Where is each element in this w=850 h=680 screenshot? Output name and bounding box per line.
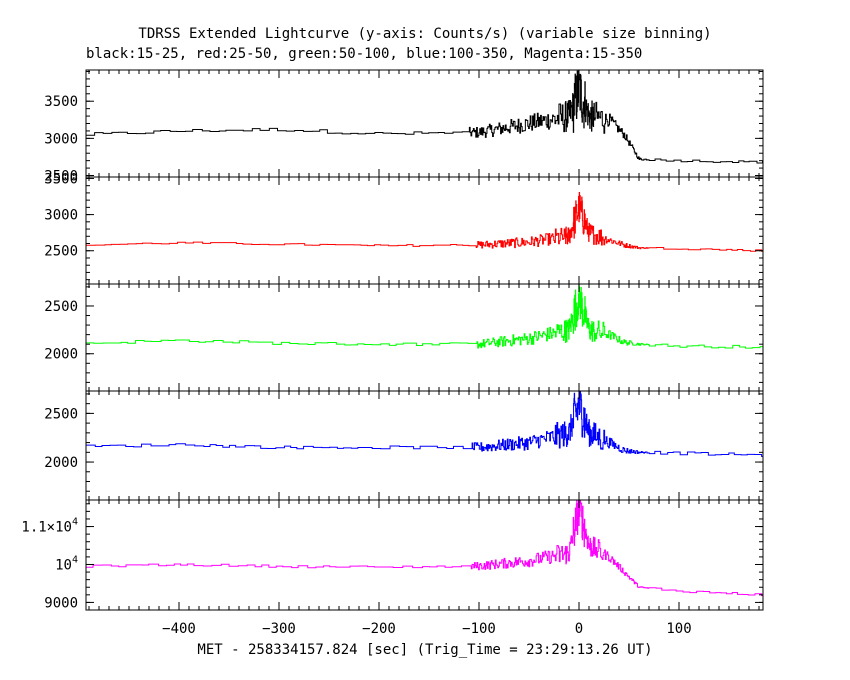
x-axis-label: MET - 258334157.824 [sec] (Trig_Time = 2… — [197, 642, 652, 658]
y-tick-label: 104 — [55, 554, 78, 573]
y-tick-label: 3500 — [44, 171, 78, 187]
chart-title: TDRSS Extended Lightcurve (y-axis: Count… — [138, 26, 711, 42]
y-tick-label: 2500 — [44, 169, 78, 185]
panel-frame — [85, 176, 764, 285]
panel-frame — [85, 499, 764, 611]
panel-black: 2500 3000 3500 — [44, 69, 764, 185]
y-tick-label: 3500 — [44, 94, 78, 110]
panels-group: 2500300035002500300035002000250020002500… — [21, 69, 764, 611]
panel-green: 2000 2500 — [44, 283, 764, 392]
y-tick-label: 1.1×104 — [21, 517, 78, 536]
series-line-blue — [86, 391, 763, 457]
y-tick-label-base: 1.1×10 — [21, 520, 72, 536]
y-tick-label: 2500 — [44, 299, 78, 315]
y-tick-label: 9000 — [44, 595, 78, 611]
y-tick-label: 2500 — [44, 244, 78, 260]
panel-red: 2500 3000 3500 — [44, 171, 764, 285]
x-tick-label: 100 — [666, 621, 691, 637]
panel-frame — [85, 283, 764, 392]
y-tick-label-exponent: 4 — [72, 554, 78, 565]
series-line-red — [86, 192, 763, 252]
panel-blue: 2000 2500 — [44, 390, 764, 501]
series-line-black — [86, 70, 763, 164]
series-line-green — [86, 284, 763, 349]
y-tick-label: 2000 — [44, 455, 78, 471]
y-tick-label-base: 10 — [55, 557, 72, 573]
chart-subtitle: black:15-25, red:25-50, green:50-100, bl… — [86, 46, 642, 62]
y-tick-label: 2500 — [44, 406, 78, 422]
y-tick-label: 3000 — [44, 208, 78, 224]
x-tick-label: −300 — [262, 621, 296, 637]
x-tick-label: −100 — [462, 621, 496, 637]
y-tick-label: 3000 — [44, 131, 78, 147]
panel-frame — [85, 69, 764, 178]
series-line-Magenta — [86, 500, 763, 597]
y-tick-label: 2000 — [44, 347, 78, 363]
x-tick-label: −200 — [362, 621, 396, 637]
x-tick-labels: −400 −300 −200 −100 0 100 — [162, 621, 692, 637]
x-tick-label: 0 — [575, 621, 583, 637]
x-tick-label: −400 — [162, 621, 196, 637]
y-tick-label-exponent: 4 — [72, 517, 78, 528]
